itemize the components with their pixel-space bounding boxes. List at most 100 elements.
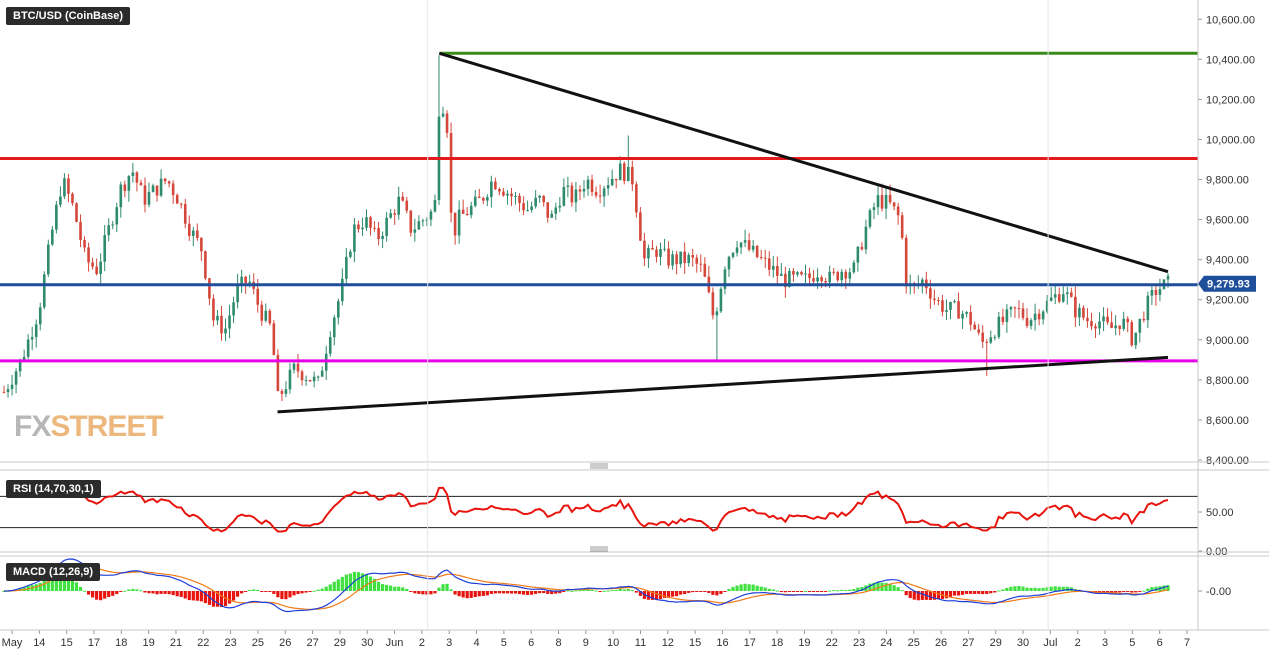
candle-body — [1086, 317, 1089, 322]
macd-histogram-bar — [908, 591, 912, 599]
candle-body — [95, 266, 98, 275]
macd-histogram-bar — [715, 591, 719, 596]
candle-body — [1146, 295, 1150, 321]
candle-body — [606, 185, 610, 189]
macd-histogram-bar — [328, 584, 332, 591]
macd-histogram-bar — [1114, 591, 1118, 593]
candle-body — [200, 237, 203, 252]
candle-body — [635, 184, 638, 213]
macd-histogram-bar — [1110, 591, 1114, 593]
candle-body — [67, 178, 70, 194]
macd-histogram-bar — [679, 591, 683, 595]
x-tick-label: 3 — [446, 637, 452, 649]
candle-body — [844, 271, 848, 279]
candle-body — [675, 254, 678, 265]
candle-body — [808, 273, 811, 279]
macd-histogram-bar — [860, 587, 864, 591]
candle-body — [232, 302, 235, 316]
macd-histogram-bar — [175, 591, 179, 597]
candle-body — [389, 213, 392, 218]
x-tick-label: 11 — [635, 637, 646, 649]
candle-body — [139, 182, 143, 186]
macd-histogram-bar — [904, 591, 908, 596]
candle-body — [409, 210, 413, 233]
macd-histogram-bar — [783, 591, 787, 593]
candle-body — [385, 217, 388, 236]
candle-body — [304, 379, 308, 381]
macd-histogram-bar — [288, 591, 292, 598]
macd-histogram-bar — [457, 591, 461, 597]
candle-body — [759, 257, 763, 259]
x-tick-label: 18 — [771, 637, 783, 649]
macd-histogram-bar — [590, 589, 594, 591]
candle-body — [626, 166, 630, 182]
macd-histogram-bar — [654, 591, 659, 600]
candle-body — [417, 221, 421, 230]
macd-histogram-bar — [449, 589, 453, 591]
x-tick-label: 7 — [1184, 637, 1190, 649]
x-tick-label: 29 — [990, 637, 1002, 649]
candle-body — [55, 204, 58, 230]
macd-histogram-bar — [916, 591, 920, 601]
macd-histogram-bar — [336, 579, 340, 591]
macd-histogram-bar — [393, 586, 397, 591]
candle-body — [526, 210, 529, 212]
watermark-part2: STREET — [50, 410, 163, 443]
candle-body — [445, 113, 449, 134]
candle-body — [83, 239, 86, 248]
macd-histogram-bar — [1138, 591, 1142, 592]
candle-body — [763, 257, 767, 259]
candle-body — [739, 242, 743, 248]
macd-histogram-bar — [199, 591, 203, 602]
macd-histogram-bar — [111, 591, 115, 596]
macd-histogram-bar — [767, 588, 771, 591]
macd-histogram-bar — [525, 591, 530, 595]
candle-body — [469, 205, 473, 216]
candle-body — [91, 262, 94, 267]
macd-histogram-bar — [892, 585, 896, 591]
candle-body — [816, 277, 819, 282]
macd-histogram-bar — [791, 591, 796, 592]
candle-body — [542, 195, 546, 203]
candle-body — [256, 288, 260, 305]
macd-histogram-bar — [574, 590, 578, 592]
candle-body — [316, 376, 320, 378]
candle-body — [473, 196, 477, 206]
candle-body — [502, 191, 505, 196]
macd-panel-title: MACD (12,26,9) — [6, 563, 101, 581]
candle-body — [1066, 292, 1069, 295]
candle-body — [393, 213, 396, 215]
candle-body — [401, 196, 405, 201]
macd-histogram-bar — [965, 591, 969, 594]
candle-body — [236, 283, 239, 303]
price-y-tick-label: 8,400.00 — [1206, 455, 1249, 467]
macd-histogram-bar — [284, 591, 288, 600]
candle-body — [514, 195, 517, 197]
candle-body — [788, 270, 791, 287]
candle-body — [711, 292, 715, 316]
macd-histogram-bar — [956, 591, 961, 596]
candle-body — [574, 189, 578, 203]
macd-histogram-bar — [570, 590, 574, 592]
price-y-tick-label: 9,800.00 — [1206, 175, 1249, 187]
macd-histogram-bar — [1101, 591, 1106, 593]
macd-histogram-bar — [747, 584, 751, 591]
candle-body — [212, 298, 215, 321]
candle-body — [639, 212, 642, 241]
macd-histogram-bar — [155, 591, 159, 595]
macd-histogram-bar — [195, 591, 199, 601]
candle-body — [268, 310, 272, 324]
candle-body — [1037, 313, 1041, 320]
macd-histogram-bar — [727, 588, 731, 591]
candle-body — [933, 298, 936, 301]
macd-histogram-bar — [1021, 586, 1025, 591]
candle-body — [989, 337, 993, 343]
macd-histogram-bar — [240, 591, 244, 594]
candle-body — [361, 227, 364, 230]
candle-body — [860, 246, 864, 250]
descending-trendline — [438, 51, 1169, 274]
macd-histogram-bar — [852, 589, 856, 591]
candle-body — [228, 315, 231, 329]
x-tick-label: 26 — [935, 637, 947, 649]
macd-histogram-bar — [993, 591, 997, 593]
